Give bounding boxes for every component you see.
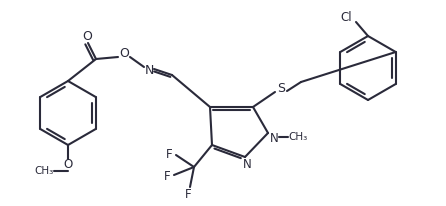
Text: F: F (185, 188, 191, 201)
Text: N: N (243, 158, 252, 171)
Text: N: N (145, 63, 154, 76)
Text: Cl: Cl (340, 11, 352, 23)
Text: S: S (277, 82, 285, 95)
Text: CH₃: CH₃ (289, 132, 308, 142)
Text: O: O (119, 47, 129, 60)
Text: N: N (270, 131, 278, 144)
Text: CH₃: CH₃ (34, 166, 54, 176)
Text: O: O (63, 158, 73, 172)
Text: F: F (164, 171, 170, 184)
Text: F: F (165, 147, 172, 160)
Text: O: O (82, 29, 92, 42)
